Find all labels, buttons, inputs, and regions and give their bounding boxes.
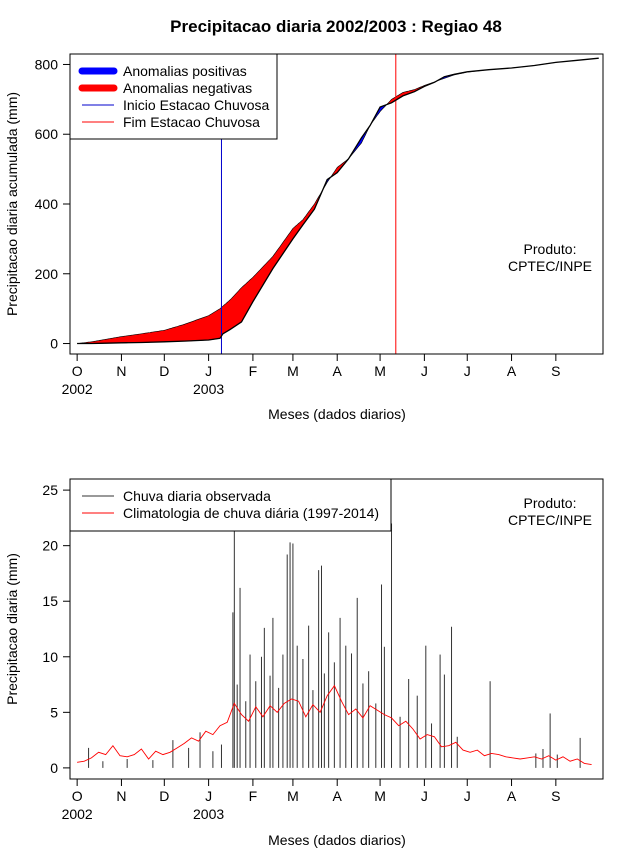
x-tick-label: S xyxy=(551,788,560,804)
x-tick-label: F xyxy=(249,788,258,804)
x-axis: O N D J F M A M J J A S 2002 2003 xyxy=(62,353,561,397)
y-tick-label: 15 xyxy=(42,593,58,609)
legend-box-2 xyxy=(69,478,392,532)
x-tick-label: A xyxy=(333,788,343,804)
x-year-label: 2003 xyxy=(193,381,224,397)
legend: Anomalias positivas Anomalias negativas … xyxy=(69,53,278,140)
x-tick-label: M xyxy=(374,363,386,379)
credit-line-2-2: CPTEC/INPE xyxy=(508,512,592,528)
x-tick-label: J xyxy=(205,363,212,379)
x-tick-label: O xyxy=(72,363,83,379)
cumulative-chart: Precipitacao diaria 2002/2003 : Regiao 4… xyxy=(4,17,604,422)
y-tick-label: 20 xyxy=(42,538,58,554)
legend-label-start: Inicio Estacao Chuvosa xyxy=(123,97,270,113)
x-year-label: 2003 xyxy=(193,806,224,822)
x-tick-label: N xyxy=(116,363,126,379)
credit-line-1: Produto: xyxy=(524,241,577,257)
legend-label-positive: Anomalias positivas xyxy=(123,63,247,79)
y-tick-label: 200 xyxy=(35,266,59,282)
x-tick-label: M xyxy=(287,363,299,379)
credit-line-1-2: Produto: xyxy=(524,495,577,511)
legend-label-end: Fim Estacao Chuvosa xyxy=(123,114,260,130)
legend-label-climatology: Climatologia de chuva diária (1997-2014) xyxy=(123,505,379,521)
observed-line xyxy=(77,57,599,345)
x-tick-label: D xyxy=(159,363,169,379)
y-tick-label: 10 xyxy=(42,649,58,665)
legend-label-observed: Chuva diaria observada xyxy=(123,488,271,504)
legend-2: Chuva diaria observada Climatologia de c… xyxy=(69,478,392,532)
x-tick-label: J xyxy=(464,788,471,804)
x-tick-label: M xyxy=(287,788,299,804)
x-axis-2: O N D J F M A M J J A S 2002 2003 xyxy=(62,778,561,822)
x-year-label: 2002 xyxy=(62,381,93,397)
negative-anomaly-area xyxy=(77,190,322,344)
y-axis-2: 0 5 10 15 20 25 xyxy=(42,482,71,776)
x-tick-label: J xyxy=(205,788,212,804)
legend-label-negative: Anomalias negativas xyxy=(123,80,252,96)
x-tick-label: N xyxy=(116,788,126,804)
x-tick-label: A xyxy=(507,363,517,379)
y-tick-label: 5 xyxy=(50,704,58,720)
x-axis-label: Meses (dados diarios) xyxy=(268,406,406,422)
y-axis-label: Precipitacao diaria acumulada (mm) xyxy=(4,92,20,316)
x-tick-label: J xyxy=(421,788,428,804)
positive-anomaly-area xyxy=(435,57,599,83)
y-tick-label: 0 xyxy=(50,760,58,776)
x-tick-label: A xyxy=(507,788,517,804)
x-year-label: 2002 xyxy=(62,806,93,822)
y-tick-label: 800 xyxy=(35,56,59,72)
x-tick-label: D xyxy=(159,788,169,804)
x-tick-label: M xyxy=(374,788,386,804)
observed-cumulative-line xyxy=(77,57,599,345)
x-tick-label: O xyxy=(72,788,83,804)
climatology-daily-line xyxy=(77,684,592,766)
daily-chart: 0 5 10 15 20 25 O N D J F M A M J J A S 2002 2003 Meses (d… xyxy=(4,478,604,848)
y-tick-label: 0 xyxy=(50,336,58,352)
y-tick-label: 600 xyxy=(35,126,59,142)
x-tick-label: J xyxy=(421,363,428,379)
y-tick-label: 400 xyxy=(35,196,59,212)
chart-title: Precipitacao diaria 2002/2003 : Regiao 4… xyxy=(170,17,502,36)
x-tick-label: A xyxy=(333,363,343,379)
x-tick-label: F xyxy=(249,363,258,379)
observed-daily-bars xyxy=(88,490,581,768)
credit-line-2: CPTEC/INPE xyxy=(508,258,592,274)
y-axis-label-2: Precipitacao diaria (mm) xyxy=(4,553,20,705)
climatology-line xyxy=(77,684,592,766)
x-axis-label-2: Meses (dados diarios) xyxy=(268,832,406,848)
x-tick-label: S xyxy=(551,363,560,379)
x-tick-label: J xyxy=(464,363,471,379)
y-tick-label: 25 xyxy=(42,482,58,498)
y-axis: 0 200 400 600 800 xyxy=(35,56,71,352)
